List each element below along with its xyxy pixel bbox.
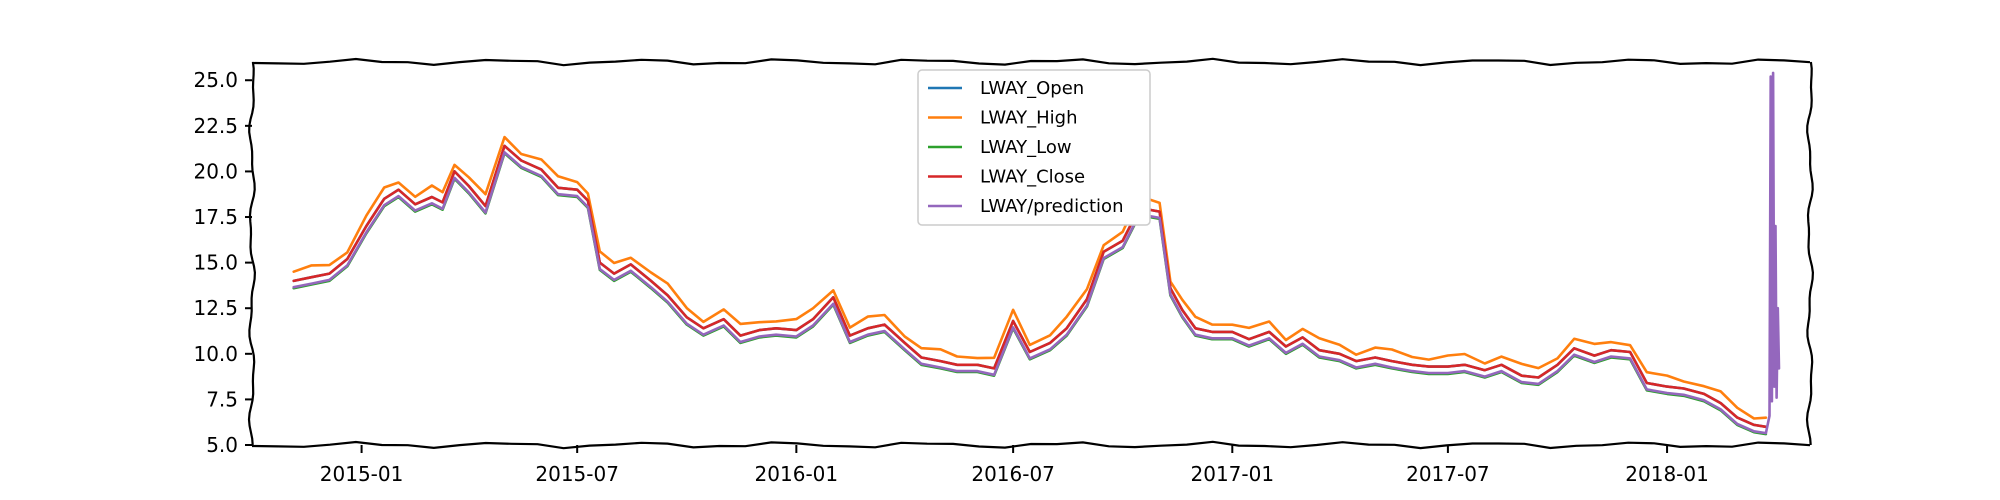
frame-right: [1805, 61, 1815, 446]
x-tick-label: 2016-07: [971, 462, 1055, 486]
y-axis: 5.0 7.5 10.0 12.5 15.0 17.5 20.0 22.5 25.0: [193, 68, 252, 457]
x-tick-label: 2015-07: [535, 462, 619, 486]
legend-box: [917, 69, 1151, 226]
y-tick-label: 15.0: [193, 251, 238, 275]
y-tick-label: 22.5: [193, 114, 238, 138]
y-tick-label: 10.0: [193, 342, 238, 366]
legend: LWAY_Open LWAY_High LWAY_Low LWAY_Close LWAY…: [917, 69, 1151, 226]
y-tick-label: 12.5: [193, 296, 238, 320]
legend-label: LWAY_High: [980, 108, 1077, 129]
y-tick-label: 5.0: [206, 433, 238, 457]
y-tick-label: 17.5: [193, 205, 238, 229]
x-axis: 2015-01 2015-07 2016-01 2016-07 2017-01 2017-…: [320, 445, 1709, 486]
y-tick-label: 25.0: [193, 68, 238, 92]
legend-label: LWAY_Low: [980, 137, 1072, 158]
series-layer: [292, 71, 1781, 436]
legend-label: LWAY/prediction: [980, 196, 1123, 217]
series-line-lway-prediction: [292, 71, 1781, 435]
series-line-lway-high: [292, 135, 1768, 420]
legend-label: LWAY_Open: [980, 78, 1084, 99]
series-line-lway-close: [292, 144, 1768, 429]
legend-label: LWAY_Close: [980, 167, 1085, 188]
x-tick-label: 2018-01: [1625, 462, 1709, 486]
frame-top: [251, 57, 1811, 67]
frame-bottom: [251, 440, 1811, 450]
x-tick-label: 2016-01: [755, 462, 839, 486]
x-tick-label: 2017-01: [1191, 462, 1275, 486]
y-tick-label: 7.5: [206, 387, 238, 411]
x-tick-label: 2017-07: [1406, 462, 1490, 486]
x-tick-label: 2015-01: [320, 462, 404, 486]
y-tick-label: 20.0: [193, 159, 238, 183]
